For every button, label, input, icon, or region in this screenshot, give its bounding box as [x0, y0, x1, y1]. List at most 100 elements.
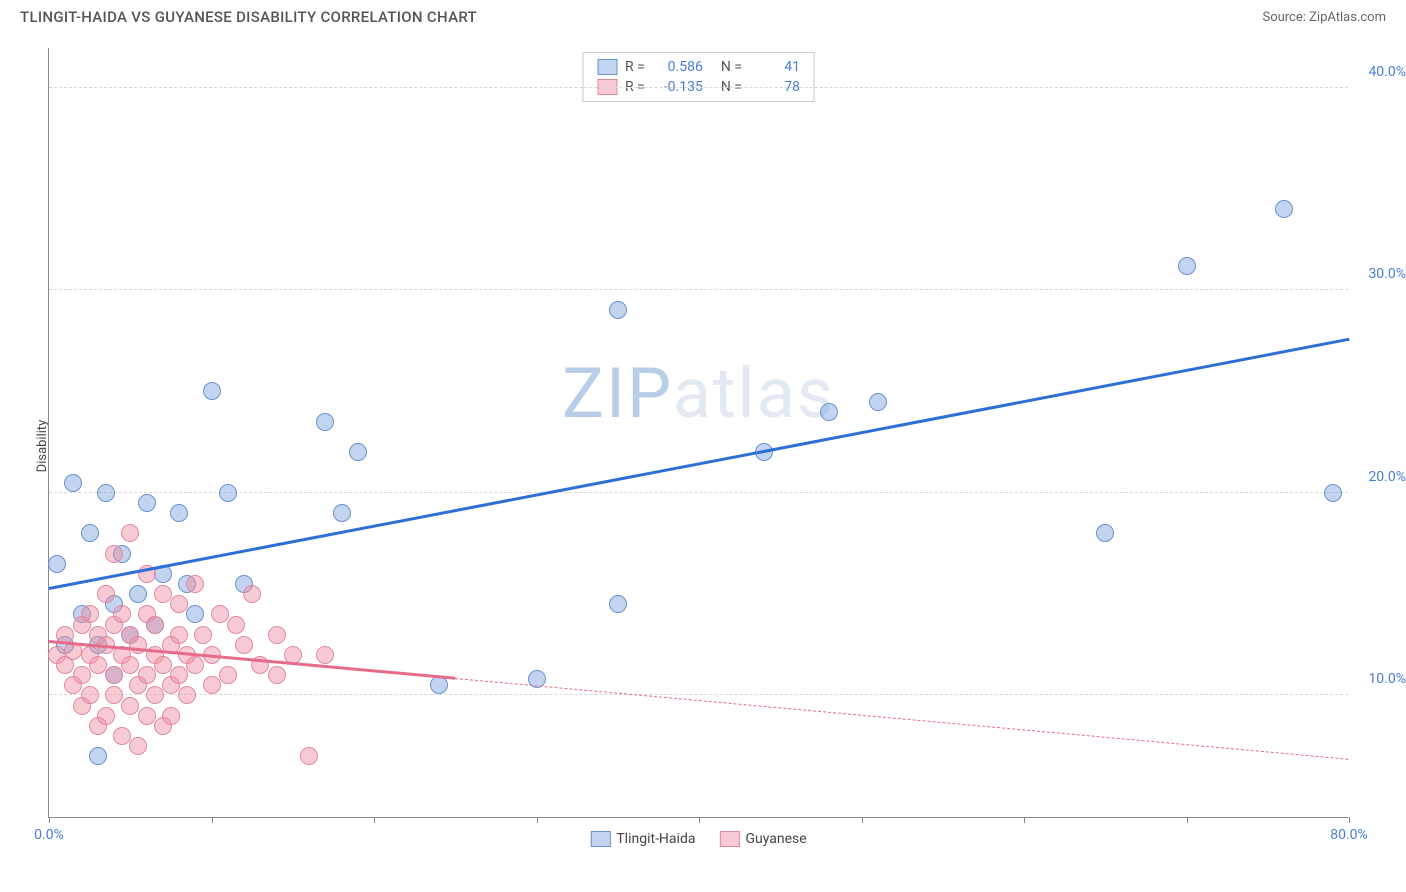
- data-point: [138, 666, 156, 684]
- x-tick: [862, 817, 863, 823]
- data-point: [113, 605, 131, 623]
- data-point: [170, 666, 188, 684]
- legend-item-1: Tlingit-Haida: [590, 831, 695, 847]
- chart-title: TLINGIT-HAIDA VS GUYANESE DISABILITY COR…: [20, 8, 477, 26]
- data-point: [105, 686, 123, 704]
- gridline: [49, 289, 1348, 290]
- data-point: [1275, 200, 1293, 218]
- chart-header: TLINGIT-HAIDA VS GUYANESE DISABILITY COR…: [0, 0, 1406, 30]
- x-tick: [537, 817, 538, 823]
- x-tick: [212, 817, 213, 823]
- y-tick-label: 40.0%: [1368, 64, 1406, 80]
- data-point: [1096, 524, 1114, 542]
- data-point: [64, 474, 82, 492]
- data-point: [89, 656, 107, 674]
- legend-label-2: Guyanese: [745, 831, 806, 847]
- data-point: [162, 707, 180, 725]
- x-tick: [49, 817, 50, 823]
- data-point: [81, 686, 99, 704]
- data-point: [186, 656, 204, 674]
- data-point: [211, 605, 229, 623]
- data-point: [268, 626, 286, 644]
- data-point: [73, 666, 91, 684]
- data-point: [178, 686, 196, 704]
- swatch-series-2: [719, 831, 739, 847]
- data-point: [121, 697, 139, 715]
- correlation-legend: R = 0.586 N = 41 R = -0.135 N = 78: [582, 52, 815, 102]
- data-point: [129, 737, 147, 755]
- data-point: [186, 605, 204, 623]
- watermark: ZIPatlas: [562, 353, 835, 435]
- data-point: [146, 686, 164, 704]
- watermark-dark: ZIP: [562, 353, 673, 435]
- data-point: [81, 605, 99, 623]
- data-point: [227, 616, 245, 634]
- data-point: [97, 585, 115, 603]
- data-point: [1324, 484, 1342, 502]
- x-tick-label: 80.0%: [1330, 827, 1368, 843]
- series-legend: Tlingit-Haida Guyanese: [590, 831, 806, 847]
- gridline: [49, 492, 1348, 493]
- data-point: [89, 747, 107, 765]
- data-point: [1178, 257, 1196, 275]
- data-point: [609, 595, 627, 613]
- data-point: [138, 707, 156, 725]
- data-point: [349, 443, 367, 461]
- legend-item-2: Guyanese: [719, 831, 806, 847]
- data-point: [48, 555, 66, 573]
- n-value-1: 41: [750, 59, 800, 75]
- data-point: [869, 393, 887, 411]
- data-point: [154, 656, 172, 674]
- trend-line: [49, 338, 1350, 590]
- data-point: [97, 707, 115, 725]
- legend-row-series-1: R = 0.586 N = 41: [597, 57, 800, 77]
- data-point: [186, 575, 204, 593]
- y-tick-label: 20.0%: [1368, 469, 1406, 485]
- x-tick: [1024, 817, 1025, 823]
- x-tick: [699, 817, 700, 823]
- watermark-light: atlas: [673, 353, 835, 435]
- data-point: [138, 494, 156, 512]
- data-point: [609, 301, 627, 319]
- data-point: [203, 676, 221, 694]
- x-tick: [1187, 817, 1188, 823]
- data-point: [300, 747, 318, 765]
- data-point: [243, 585, 261, 603]
- swatch-series-1: [590, 831, 610, 847]
- x-tick: [374, 817, 375, 823]
- data-point: [219, 484, 237, 502]
- y-tick-label: 30.0%: [1368, 266, 1406, 282]
- data-point: [219, 666, 237, 684]
- data-point: [105, 545, 123, 563]
- data-point: [203, 382, 221, 400]
- trend-line-extrapolated: [455, 678, 1349, 760]
- data-point: [97, 484, 115, 502]
- data-point: [268, 666, 286, 684]
- gridline: [49, 87, 1348, 88]
- data-point: [146, 616, 164, 634]
- data-point: [154, 585, 172, 603]
- scatter-chart: ZIPatlas R = 0.586 N = 41 R = -0.135 N =…: [48, 48, 1348, 818]
- data-point: [316, 646, 334, 664]
- swatch-series-1: [597, 59, 617, 75]
- data-point: [235, 636, 253, 654]
- r-label: R =: [625, 59, 645, 75]
- data-point: [129, 585, 147, 603]
- data-point: [121, 656, 139, 674]
- legend-label-1: Tlingit-Haida: [616, 831, 695, 847]
- r-value-1: 0.586: [653, 59, 703, 75]
- data-point: [430, 676, 448, 694]
- data-point: [194, 626, 212, 644]
- data-point: [81, 524, 99, 542]
- x-tick-label: 0.0%: [34, 827, 64, 843]
- data-point: [105, 666, 123, 684]
- data-point: [170, 626, 188, 644]
- y-tick-label: 10.0%: [1368, 671, 1406, 687]
- source-label: Source: ZipAtlas.com: [1262, 10, 1386, 25]
- data-point: [820, 403, 838, 421]
- data-point: [333, 504, 351, 522]
- data-point: [121, 524, 139, 542]
- data-point: [170, 595, 188, 613]
- data-point: [316, 413, 334, 431]
- gridline: [49, 694, 1348, 695]
